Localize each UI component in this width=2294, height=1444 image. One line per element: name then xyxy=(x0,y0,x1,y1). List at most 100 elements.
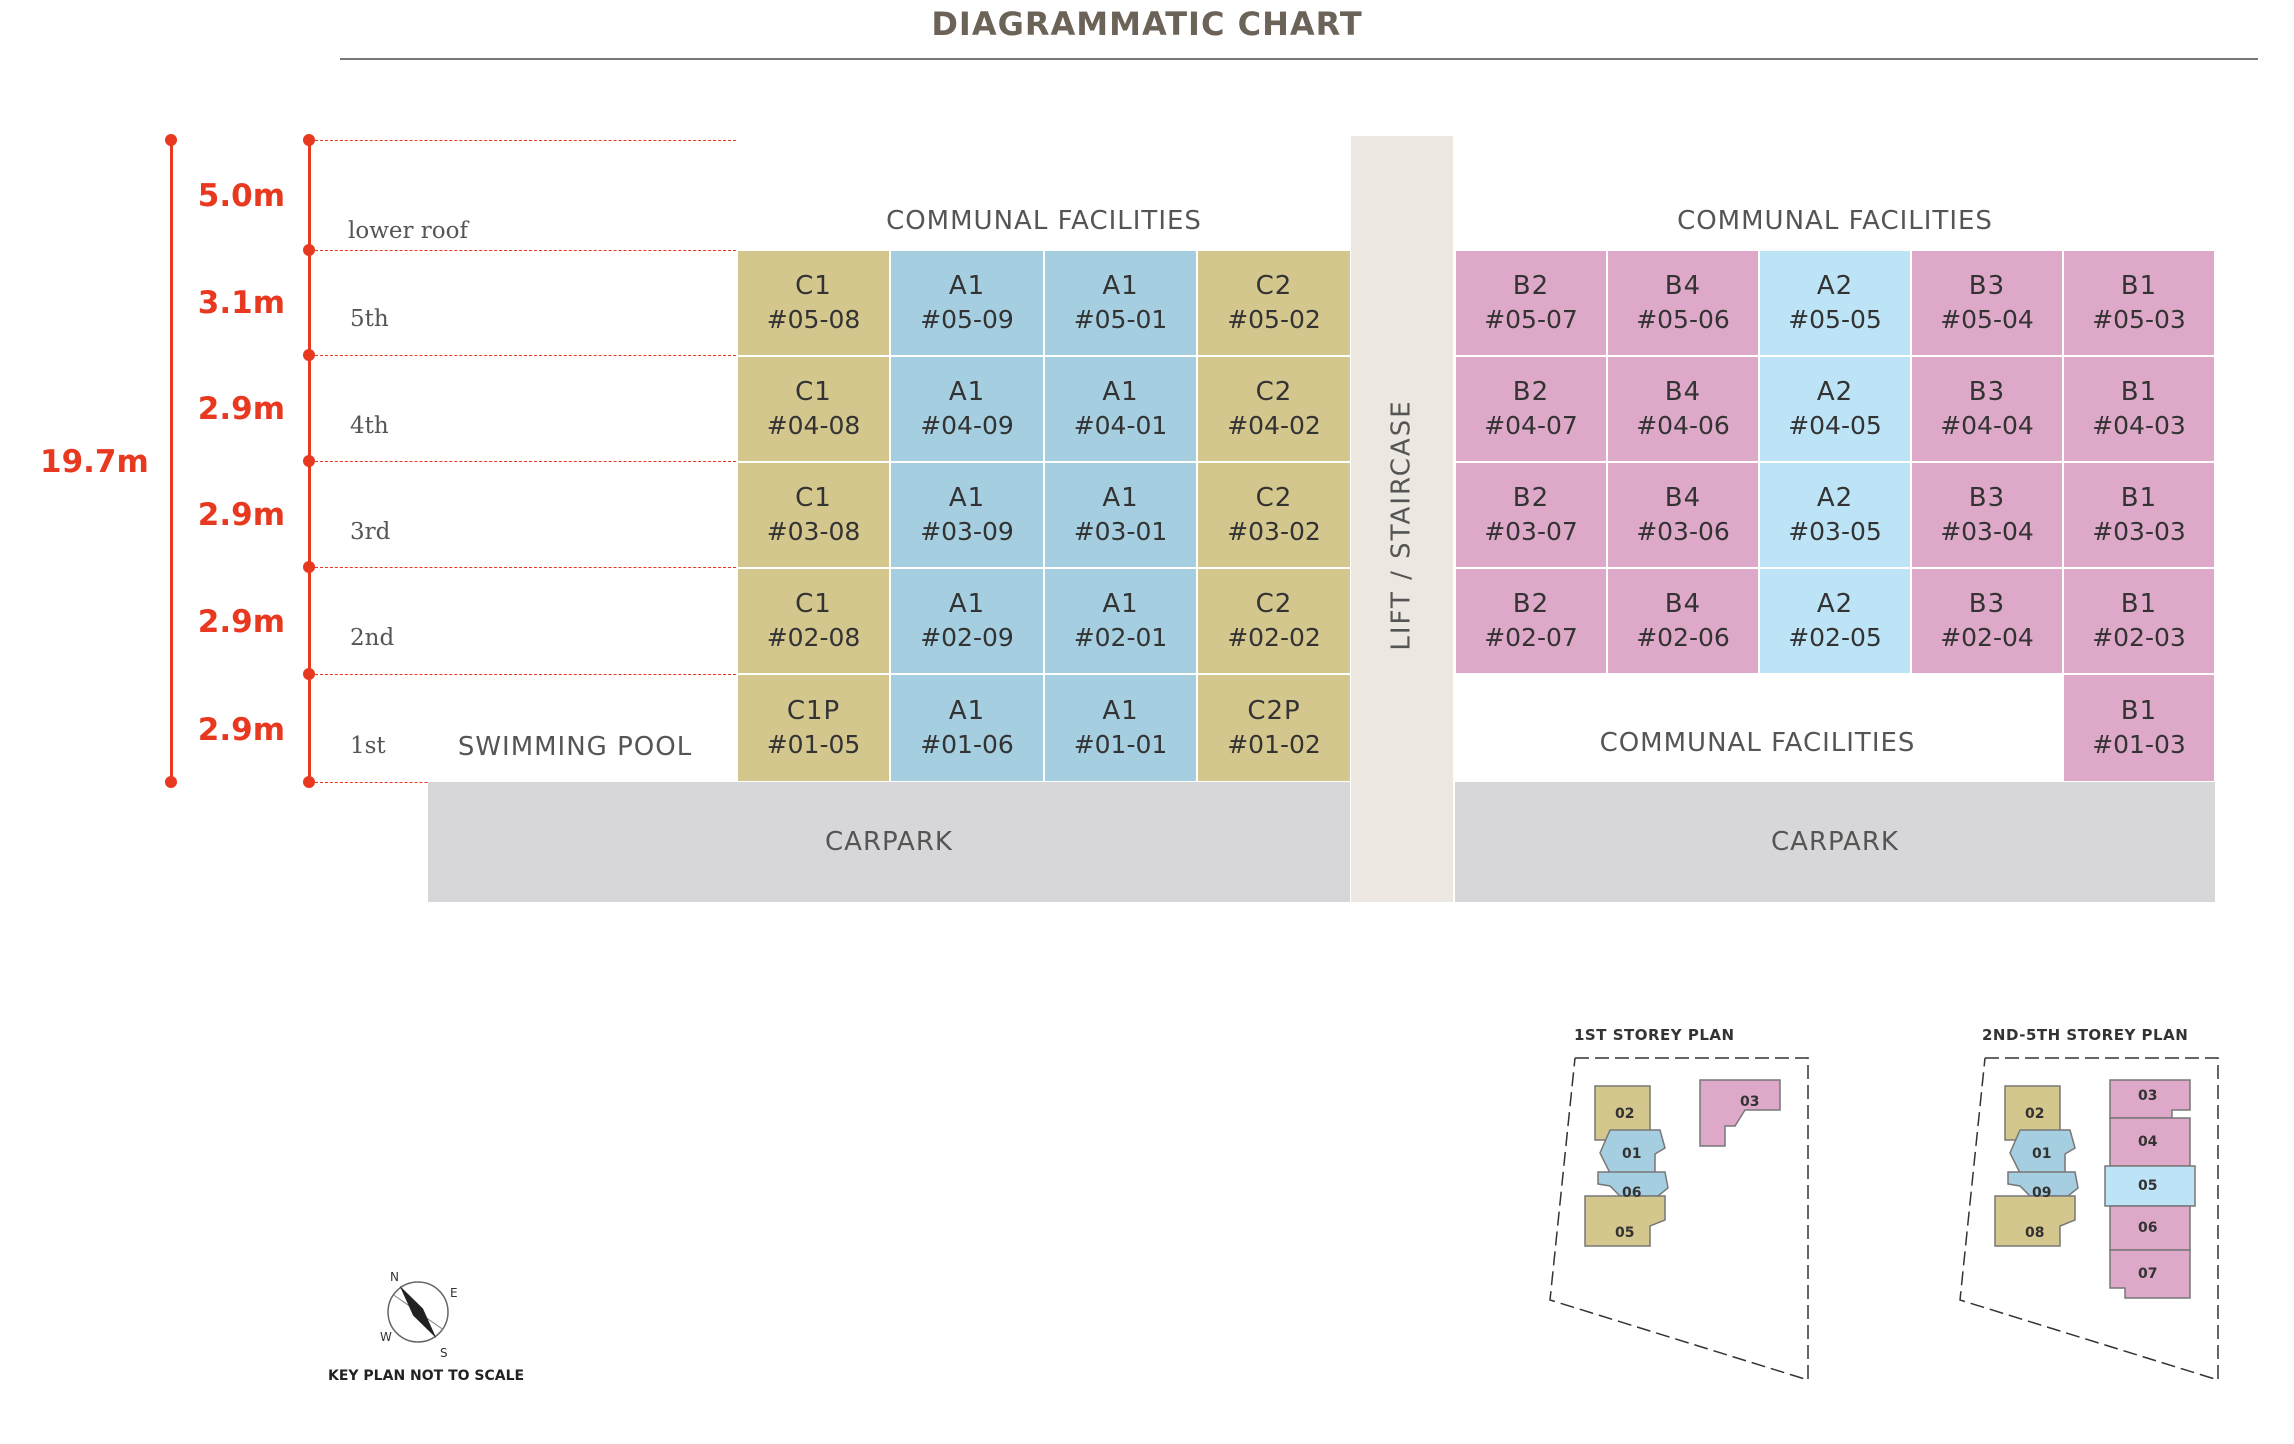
plan2-unit-07: 07 xyxy=(2138,1266,2158,1282)
lift-staircase-label: LIFT / STAIRCASE xyxy=(1387,399,1418,651)
swimming-pool-label: SWIMMING POOL xyxy=(457,732,693,762)
unit-number: #04-02 xyxy=(1227,411,1321,440)
unit-cell[interactable]: B2 #03-07 xyxy=(1455,462,1607,568)
level-dash-lower-roof xyxy=(310,250,736,251)
unit-number: #05-04 xyxy=(1940,305,2034,334)
upper-storey-plan-title: 2ND-5TH STOREY PLAN xyxy=(1982,1026,2189,1044)
unit-number: #04-01 xyxy=(1073,411,1168,440)
unit-cell[interactable]: A2 #03-05 xyxy=(1759,462,1911,568)
unit-cell[interactable]: B1 #05-03 xyxy=(2063,250,2215,356)
unit-cell[interactable]: B4 #03-06 xyxy=(1607,462,1759,568)
plan2-unit-06: 06 xyxy=(2138,1220,2158,1236)
unit-number: #05-02 xyxy=(1227,305,1321,334)
communal-facilities-first: COMMUNAL FACILITIES xyxy=(1599,728,1916,758)
level-dash-3rd xyxy=(310,567,736,568)
unit-cell[interactable]: C1P #01-05 xyxy=(737,674,890,782)
unit-cell[interactable]: B1 #04-03 xyxy=(2063,356,2215,462)
unit-cell[interactable]: B2 #05-07 xyxy=(1455,250,1607,356)
unit-type: A1 xyxy=(948,483,986,513)
floor-label-1st: 1st xyxy=(350,733,386,759)
unit-number: #05-03 xyxy=(2092,305,2186,334)
unit-cell[interactable]: B1 #01-03 xyxy=(2063,674,2215,782)
unit-type: B1 xyxy=(2120,589,2158,619)
unit-number: #03-02 xyxy=(1227,517,1321,546)
unit-cell[interactable]: A1 #04-01 xyxy=(1044,356,1197,462)
unit-cell[interactable]: A1 #04-09 xyxy=(890,356,1044,462)
unit-cell[interactable]: A1 #02-09 xyxy=(890,568,1044,674)
unit-cell[interactable]: B4 #05-06 xyxy=(1607,250,1759,356)
lift-staircase xyxy=(1351,136,1453,902)
unit-cell[interactable]: B1 #03-03 xyxy=(2063,462,2215,568)
level-dash-top xyxy=(310,140,736,141)
unit-number: #05-07 xyxy=(1484,305,1578,334)
unit-cell[interactable]: B2 #02-07 xyxy=(1455,568,1607,674)
unit-number: #05-09 xyxy=(920,305,1014,334)
unit-cell[interactable]: A1 #02-01 xyxy=(1044,568,1197,674)
unit-cell[interactable]: A2 #02-05 xyxy=(1759,568,1911,674)
unit-number: #04-08 xyxy=(766,411,861,440)
unit-cell[interactable]: C1 #03-08 xyxy=(737,462,890,568)
plan1-unit-03: 03 xyxy=(1740,1094,1760,1110)
unit-number: #02-09 xyxy=(920,623,1014,652)
unit-number: #05-08 xyxy=(766,305,861,334)
unit-cell[interactable]: C2P #01-02 xyxy=(1197,674,1351,782)
unit-type: B1 xyxy=(2120,271,2158,301)
unit-cell[interactable]: C2 #02-02 xyxy=(1197,568,1351,674)
unit-cell[interactable]: A1 #03-01 xyxy=(1044,462,1197,568)
unit-cell[interactable]: A2 #05-05 xyxy=(1759,250,1911,356)
unit-number: #02-04 xyxy=(1940,623,2034,652)
unit-cell[interactable]: C2 #04-02 xyxy=(1197,356,1351,462)
segment-label: 2.9m xyxy=(197,497,285,533)
unit-number: #01-02 xyxy=(1227,730,1321,759)
unit-number: #02-08 xyxy=(766,623,861,652)
page-title: DIAGRAMMATIC CHART xyxy=(931,5,1363,43)
compass-n: N xyxy=(390,1270,399,1284)
unit-cell[interactable]: A2 #04-05 xyxy=(1759,356,1911,462)
unit-cell[interactable]: B3 #02-04 xyxy=(1911,568,2063,674)
unit-cell[interactable]: A1 #05-09 xyxy=(890,250,1044,356)
unit-cell[interactable]: B2 #04-07 xyxy=(1455,356,1607,462)
unit-cell[interactable]: A1 #01-01 xyxy=(1044,674,1197,782)
unit-type: C2 xyxy=(1255,589,1293,619)
first-storey-plan: 02 01 06 05 03 xyxy=(1540,1048,1820,1384)
unit-cell[interactable]: C1 #05-08 xyxy=(737,250,890,356)
unit-number: #04-03 xyxy=(2092,411,2186,440)
floor-label-5th: 5th xyxy=(350,306,389,332)
compass: N E W S xyxy=(368,1262,468,1362)
floor-label-lower-roof: lower roof xyxy=(348,218,469,244)
unit-number: #03-09 xyxy=(920,517,1014,546)
unit-cell[interactable]: B3 #03-04 xyxy=(1911,462,2063,568)
unit-cell[interactable]: A1 #01-06 xyxy=(890,674,1044,782)
unit-type: A1 xyxy=(1102,589,1139,619)
unit-number: #02-01 xyxy=(1073,623,1168,652)
title-rule xyxy=(340,58,2258,60)
unit-cell[interactable]: B1 #02-03 xyxy=(2063,568,2215,674)
unit-type: B2 xyxy=(1512,589,1550,619)
unit-cell[interactable]: B4 #02-06 xyxy=(1607,568,1759,674)
unit-type: C1 xyxy=(795,483,832,513)
unit-cell[interactable]: B3 #04-04 xyxy=(1911,356,2063,462)
unit-type: C1 xyxy=(795,377,832,407)
unit-type: A1 xyxy=(1102,696,1139,726)
communal-facilities-right: COMMUNAL FACILITIES xyxy=(1677,206,1993,236)
floor-label-2nd: 2nd xyxy=(350,625,395,651)
unit-cell[interactable]: B3 #05-04 xyxy=(1911,250,2063,356)
plan1-unit-05: 05 xyxy=(1615,1225,1635,1241)
compass-w: W xyxy=(380,1330,392,1344)
unit-cell[interactable]: C1 #02-08 xyxy=(737,568,890,674)
unit-cell[interactable]: A1 #05-01 xyxy=(1044,250,1197,356)
unit-number: #03-05 xyxy=(1788,517,1882,546)
unit-number: #03-01 xyxy=(1073,517,1168,546)
unit-cell[interactable]: A1 #03-09 xyxy=(890,462,1044,568)
unit-cell[interactable]: B4 #04-06 xyxy=(1607,356,1759,462)
key-plan-note: KEY PLAN NOT TO SCALE xyxy=(328,1368,525,1384)
level-dot-ground xyxy=(303,776,315,788)
unit-cell[interactable]: C2 #05-02 xyxy=(1197,250,1351,356)
level-dot-3rd xyxy=(303,561,315,573)
unit-cell[interactable]: C1 #04-08 xyxy=(737,356,890,462)
unit-cell[interactable]: C2 #03-02 xyxy=(1197,462,1351,568)
level-dash-2nd xyxy=(310,674,736,675)
unit-type: A1 xyxy=(948,377,986,407)
level-dash-5th xyxy=(310,355,736,356)
level-dot-lower-roof xyxy=(303,244,315,256)
